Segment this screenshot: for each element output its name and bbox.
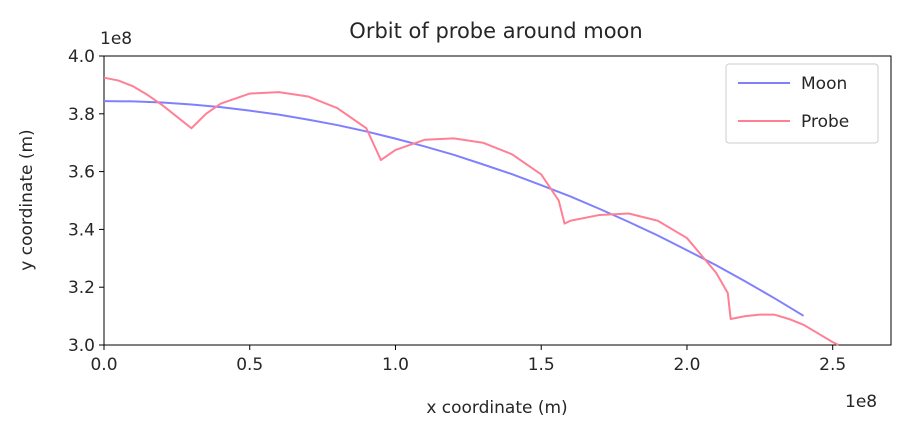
series-line-moon	[103, 100, 805, 317]
x-tick-label: 2.0	[673, 355, 700, 375]
y-axis-label: y coordinate (m)	[17, 129, 37, 270]
y-tick-label: 3.8	[68, 105, 95, 125]
x-tick-label: 0.5	[236, 355, 263, 375]
y-tick-label: 3.4	[68, 220, 95, 240]
legend-label-moon: Moon	[801, 74, 847, 94]
y-tick-label: 4.0	[68, 47, 95, 67]
y-offset-text: 1e8	[100, 29, 132, 49]
y-axis-ticks: 3.0 3.2 3.4 3.6 3.8 4.0	[68, 47, 104, 356]
x-offset-text: 1e8	[845, 392, 877, 412]
x-tick-label: 1.0	[382, 355, 409, 375]
series-line-probe	[103, 76, 839, 346]
y-tick-label: 3.2	[68, 278, 95, 298]
y-tick-label: 3.0	[68, 336, 95, 356]
x-tick-label: 2.5	[819, 355, 846, 375]
legend: Moon Probe	[725, 63, 879, 144]
y-tick-label: 3.6	[68, 163, 95, 183]
series-layer	[103, 76, 839, 346]
x-axis-ticks: 0.0 0.5 1.0 1.5 2.0 2.5	[90, 345, 846, 375]
x-tick-label: 1.5	[528, 355, 555, 375]
x-tick-label: 0.0	[90, 355, 117, 375]
legend-label-probe: Probe	[801, 112, 849, 132]
chart-title: Orbit of probe around moon	[349, 19, 642, 43]
x-axis-label: x coordinate (m)	[426, 398, 567, 418]
